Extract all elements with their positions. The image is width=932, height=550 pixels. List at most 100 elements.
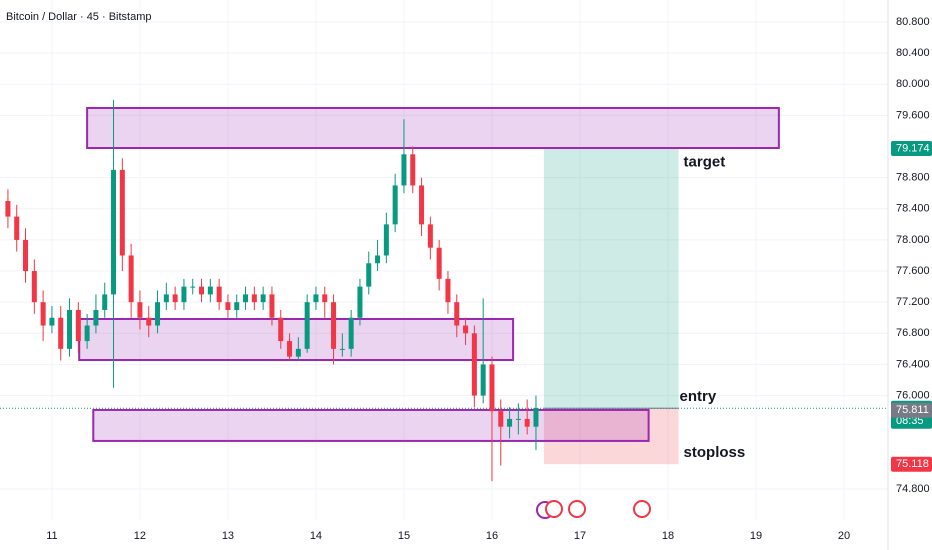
candle-body (287, 341, 293, 357)
y-tick-label: 77.600 (896, 265, 930, 277)
event-icon (633, 500, 651, 518)
candle-body (5, 201, 11, 217)
x-tick-label: 12 (134, 530, 146, 542)
candle-body (401, 154, 407, 186)
candle-body (489, 364, 495, 412)
y-tick-label: 80.800 (896, 16, 930, 28)
candle-body (111, 169, 117, 295)
candle-body (410, 154, 416, 186)
candle-body (146, 317, 152, 326)
candle-body (137, 302, 143, 318)
annotation: entry (680, 388, 717, 405)
candle-body (366, 263, 372, 287)
y-tick-label: 77.200 (896, 296, 930, 308)
candle-body (445, 278, 451, 303)
candle-body (58, 317, 64, 349)
x-tick-label: 14 (310, 530, 322, 542)
candle-body (93, 309, 99, 326)
candle-body (23, 239, 29, 272)
candle-body (49, 317, 55, 326)
candle-body (480, 364, 486, 396)
price-label: 75.118 (896, 458, 929, 470)
candle-body (216, 286, 222, 303)
y-tick-label: 78.000 (896, 234, 930, 246)
x-tick-label: 13 (222, 530, 234, 542)
candle-body (155, 302, 161, 326)
candle-body (463, 325, 469, 334)
event-icon (545, 500, 563, 518)
candle-body (75, 309, 81, 342)
candle-body (454, 302, 460, 326)
candle-body (269, 294, 275, 318)
x-tick-label: 11 (46, 530, 57, 542)
y-tick-label: 80.000 (896, 78, 930, 90)
x-tick-label: 20 (838, 530, 850, 542)
y-tick-label: 76.800 (896, 327, 930, 339)
annotation: stoploss (684, 444, 746, 461)
candle-body (383, 224, 389, 256)
candle-body (172, 294, 178, 303)
candle-body (313, 294, 319, 303)
candle-body (375, 255, 381, 264)
countdown-label: 08:35 (896, 415, 924, 427)
candle-body (436, 247, 442, 279)
y-tick-label: 78.400 (896, 203, 930, 215)
price-label: 75.811 (896, 404, 929, 416)
zone (92, 408, 650, 442)
candle-body (507, 418, 513, 427)
x-tick-label: 19 (750, 530, 762, 542)
candle-body (31, 271, 37, 303)
y-tick-label: 78.800 (896, 172, 930, 184)
chart-title: Bitcoin / Dollar · 45 · Bitstamp (6, 11, 152, 23)
candle-body (295, 348, 301, 357)
background-layer (0, 0, 888, 520)
candle-body (181, 286, 187, 303)
event-icons (536, 500, 651, 519)
x-tick-label: 17 (574, 530, 586, 542)
candle-body (243, 294, 249, 303)
candle-body (392, 185, 398, 225)
candle-body (207, 286, 213, 295)
candle-body (128, 255, 134, 303)
zone (78, 317, 515, 361)
candle-body (190, 286, 196, 288)
event-icon (568, 500, 586, 518)
stop-area (543, 408, 679, 465)
candle-body (339, 348, 345, 350)
x-tick-label: 16 (486, 530, 498, 542)
candle-body (251, 294, 257, 303)
zone (86, 107, 780, 150)
candle-body (524, 418, 530, 427)
candle-body (322, 294, 328, 303)
candle-body (498, 411, 504, 427)
candle-body (278, 317, 284, 342)
candle-body (419, 185, 425, 225)
candle-body (119, 169, 125, 256)
candle-body (331, 302, 337, 349)
candle-body (533, 408, 539, 427)
candle-body (471, 333, 477, 396)
price-label-bg (891, 402, 932, 418)
candle-body (357, 286, 363, 318)
candle-body (225, 302, 231, 310)
candle-body (260, 294, 266, 303)
y-tick-label: 80.400 (896, 47, 930, 59)
candle-body (84, 325, 90, 342)
candle-body (199, 286, 205, 295)
candle-body (427, 224, 433, 248)
y-tick-label: 79.600 (896, 109, 930, 121)
price-label-bg (891, 141, 932, 157)
candle-body (102, 294, 108, 310)
annotation: target (684, 154, 726, 171)
candle-body (163, 294, 169, 303)
candle-body (67, 309, 73, 349)
candle-body (14, 216, 20, 240)
candle-body (40, 302, 46, 326)
x-tick-label: 18 (662, 530, 674, 542)
x-tick-label: 15 (398, 530, 410, 542)
candle-body (304, 302, 310, 349)
target-area (543, 148, 679, 409)
y-tick-label: 76.400 (896, 358, 930, 370)
candle-body (234, 302, 240, 310)
